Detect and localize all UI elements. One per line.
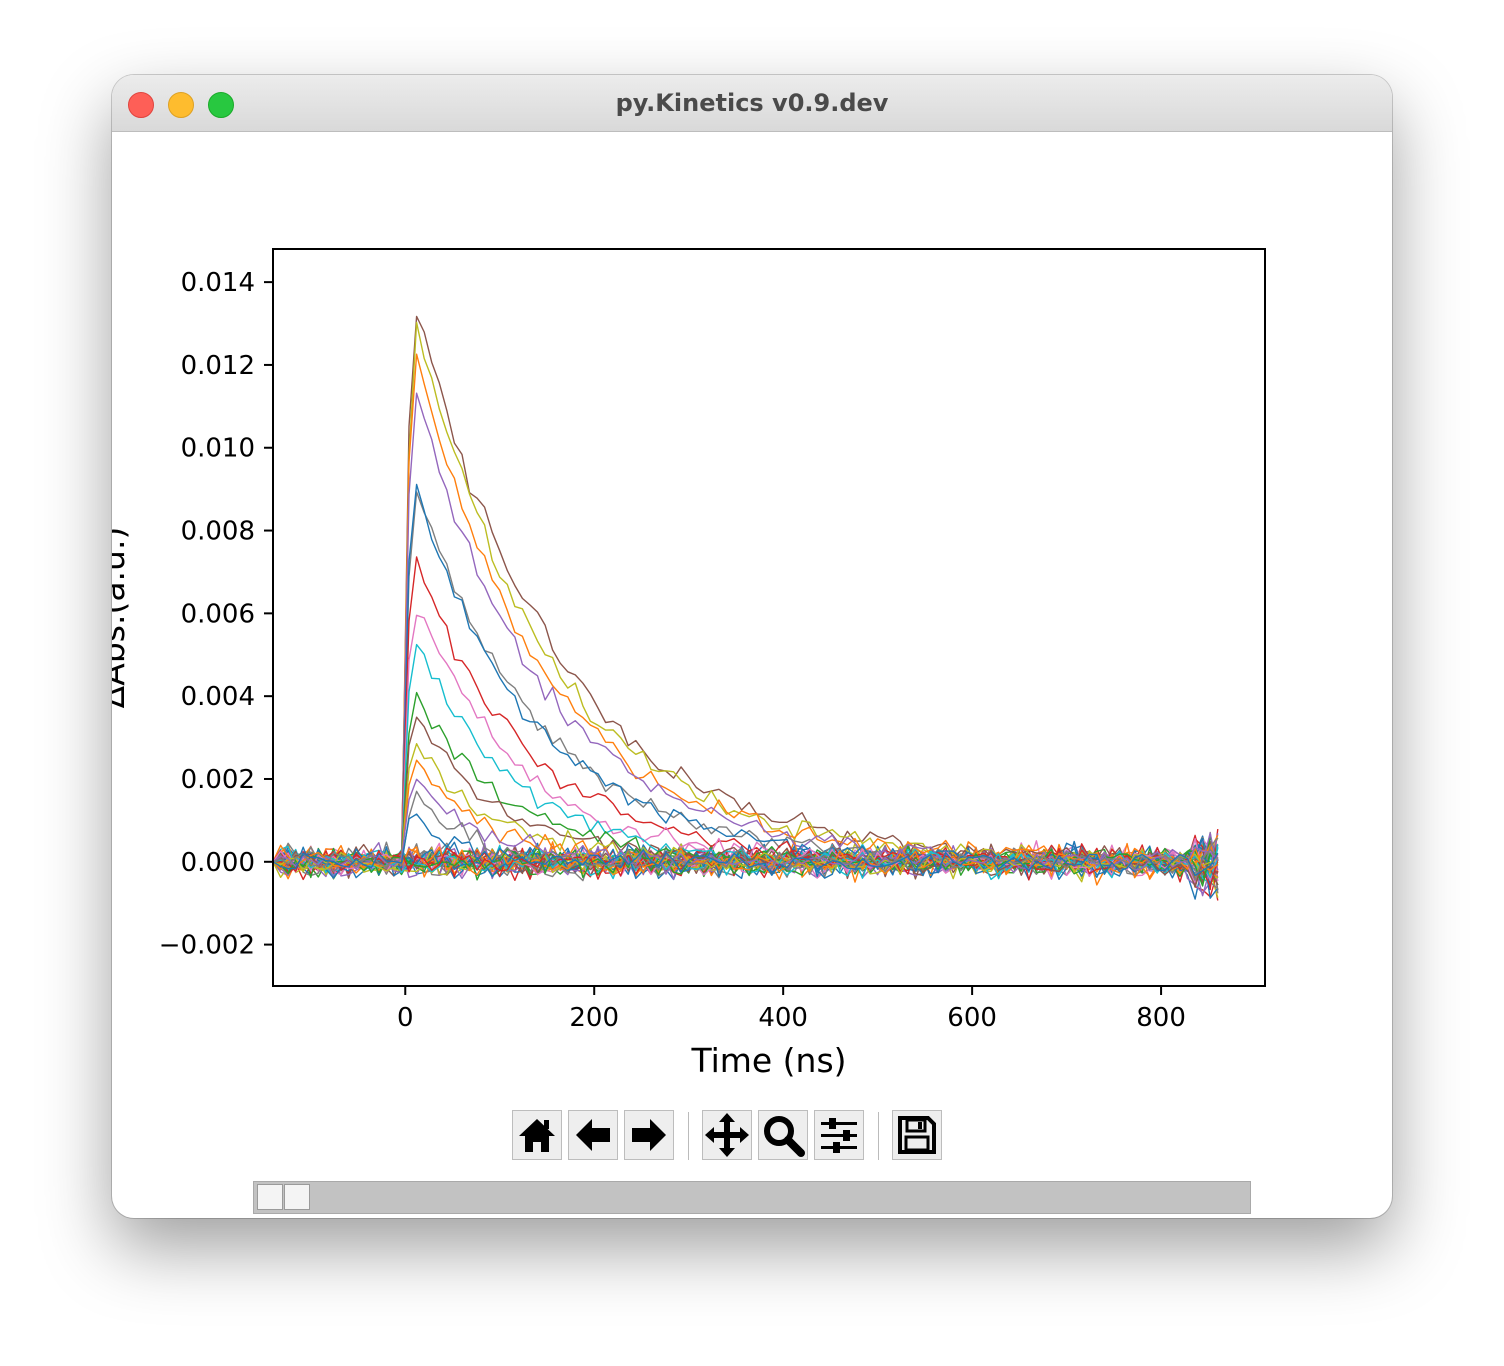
y-tick-label: 0.010 — [181, 434, 255, 464]
y-tick-label: 0.014 — [181, 268, 255, 298]
decay-trace — [272, 315, 1219, 888]
home-button[interactable] — [512, 1110, 562, 1160]
decay-trace — [272, 321, 1219, 873]
scrollbar-thumb[interactable] — [284, 1184, 310, 1210]
x-tick-label: 0 — [397, 1003, 414, 1033]
pan-button[interactable] — [702, 1110, 752, 1160]
decay-trace — [272, 743, 1219, 875]
x-tick-label: 800 — [1136, 1003, 1186, 1033]
forward-button[interactable] — [624, 1110, 674, 1160]
x-axis-label: Time (ns) — [690, 1041, 846, 1080]
sliders-icon — [821, 1118, 857, 1153]
decay-trace — [272, 813, 1219, 877]
minimize-button[interactable] — [168, 92, 194, 118]
horizontal-scrollbar[interactable] — [253, 1181, 1251, 1214]
y-tick-label: 0.000 — [181, 848, 255, 878]
arrow-left-icon — [576, 1119, 610, 1151]
decay-trace — [272, 778, 1219, 875]
y-axis-label: ΔAbs.(a.u.) — [112, 527, 132, 709]
save-button[interactable] — [892, 1110, 942, 1160]
window-title: py.Kinetics v0.9.dev — [615, 89, 889, 117]
arrow-right-icon — [632, 1119, 666, 1151]
back-button[interactable] — [568, 1110, 618, 1160]
decay-trace — [272, 491, 1219, 876]
x-tick-label: 600 — [947, 1003, 997, 1033]
close-button[interactable] — [128, 92, 154, 118]
y-tick-label: 0.002 — [181, 765, 255, 795]
floppy-disk-icon — [898, 1116, 936, 1154]
y-tick-label: 0.004 — [181, 682, 255, 712]
toolbar-separator — [878, 1112, 879, 1160]
y-tick-label: 0.012 — [181, 351, 255, 381]
zoom-window-button[interactable] — [208, 92, 234, 118]
decay-trace — [272, 483, 1219, 885]
home-icon — [519, 1119, 555, 1152]
zoom-button[interactable] — [758, 1110, 808, 1160]
magnifier-icon — [764, 1116, 805, 1157]
trace-group — [272, 315, 1219, 901]
decay-trace — [272, 691, 1218, 887]
y-tick-label: −0.002 — [159, 931, 255, 961]
toolbar-separator — [688, 1112, 689, 1160]
x-tick-label: 400 — [758, 1003, 808, 1033]
scrollbar-thumb[interactable] — [257, 1184, 283, 1210]
decay-trace — [273, 556, 1219, 888]
y-tick-label: 0.006 — [181, 599, 255, 629]
decay-trace — [272, 643, 1219, 878]
kinetics-plot[interactable]: 0 200 400 600 800 −0.002 0.000 0.002 0.004 0.006… — [112, 132, 1392, 1092]
decay-trace — [272, 790, 1219, 881]
configure-subplots-button[interactable] — [814, 1110, 864, 1160]
decay-trace — [272, 759, 1219, 875]
app-window: py.Kinetics v0.9.dev 0 200 400 600 800 −0.00… — [112, 75, 1392, 1218]
y-tick-label: 0.008 — [181, 517, 255, 547]
decay-trace — [272, 353, 1219, 872]
title-bar[interactable]: py.Kinetics v0.9.dev — [112, 75, 1392, 132]
x-tick-label: 200 — [569, 1003, 619, 1033]
axes-frame — [272, 248, 1266, 987]
move-icon — [705, 1113, 749, 1157]
